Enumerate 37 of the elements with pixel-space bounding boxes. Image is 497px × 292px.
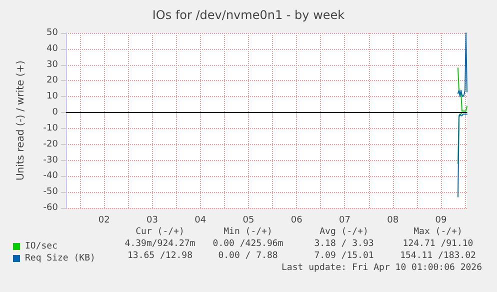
y-tick-label: 50 [46,28,58,38]
text: 7.09 /15.01 [314,251,374,261]
legend-label: IO/sec [25,242,58,252]
text: 0.00 / 7.88 [218,251,278,261]
y-tick-label: 40 [46,44,58,54]
y-axis-title: Units read (-) / write (+) [16,60,26,181]
y-tick-label: 30 [46,60,58,70]
text: 154.11 /183.02 [400,251,476,261]
y-tick-label: -40 [43,171,58,182]
x-tick-label: 02 [98,216,110,226]
x-tick-label: 08 [387,216,399,226]
text: Avg (-/+) [320,227,368,237]
y-tick-label: -10 [43,123,58,134]
y-tick-label: 0 [52,108,58,118]
text: 0.00 /425.96m [212,239,284,249]
text: 13.65 /12.98 [127,251,193,261]
text: Min (-/+) [224,227,272,237]
text: Last update: Fri Apr 10 01:00:06 2026 [282,263,482,273]
x-tick-label: 09 [435,216,447,226]
legend-label: Req Size (KB) [25,254,96,264]
x-tick-label: 03 [146,216,158,226]
text: 124.71 /91.10 [402,239,474,249]
y-tick-label: -20 [43,139,58,150]
y-tick-label: 20 [46,76,58,86]
y-tick-label: -50 [43,187,58,198]
y-tick-label: -30 [43,155,58,166]
text: Cur (-/+) [136,227,184,237]
y-tick-label: 10 [46,92,58,102]
text: Max (-/+) [414,227,462,237]
x-tick-label: 07 [338,216,350,226]
x-tick-label: 06 [290,216,303,226]
y-tick-label: -60 [43,203,58,213]
text: 3.18 / 3.93 [314,239,374,249]
x-tick-label: 05 [242,216,254,226]
x-tick-label: 04 [194,216,206,226]
chart-title: IOs for /dev/nvme0n1 - by week [152,8,345,22]
text: 4.39m/924.27m [124,239,196,249]
